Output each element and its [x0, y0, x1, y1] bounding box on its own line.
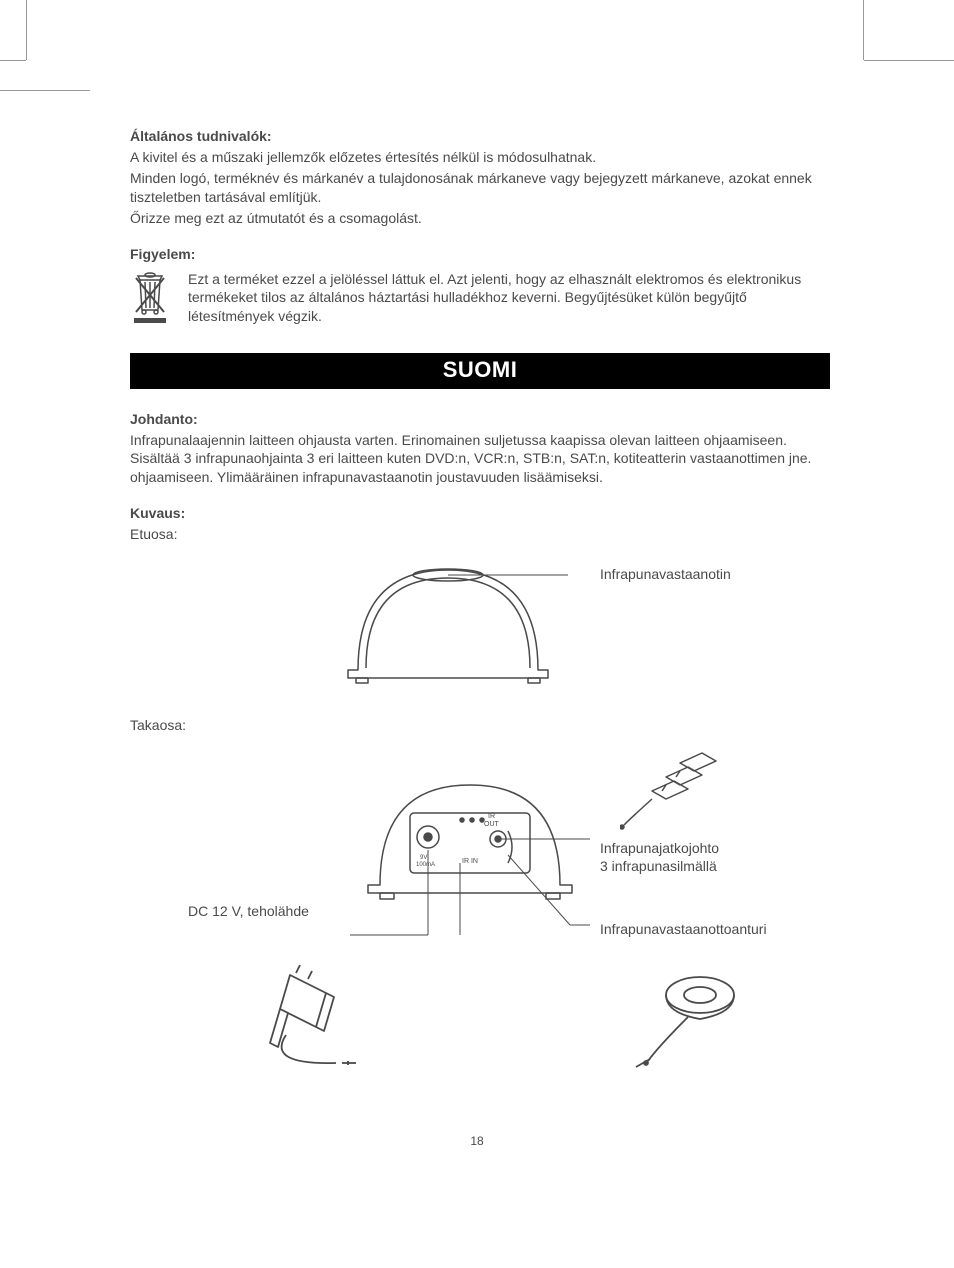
crop-mark — [863, 0, 864, 60]
intro-text: Infrapunalaajennin laitteen ohjausta var… — [130, 431, 830, 488]
ir-sensor-icon — [630, 965, 770, 1085]
page-content: Általános tudnivalók: A kivitel és a műs… — [130, 128, 830, 1135]
crop-mark — [0, 90, 90, 91]
label-ir-sensor: Infrapunavastaanottoanturi — [600, 921, 767, 937]
section-intro: Johdanto: Infrapunalaajennin laitteen oh… — [130, 411, 830, 488]
device-front-icon — [328, 550, 568, 700]
heading-desc: Kuvaus: — [130, 505, 830, 521]
label-ir-cable: Infrapunajatkojohto 3 infrapunasilmällä — [600, 839, 719, 875]
crop-mark — [26, 0, 27, 60]
general-p3: Őrizze meg ezt az útmutatót és a csomago… — [130, 209, 830, 228]
diagram-front: Infrapunavastaanotin — [130, 550, 830, 710]
diagram-rear: IR OUT IR IN 9V 100mA — [130, 745, 830, 1135]
port-power-2: 100mA — [416, 862, 435, 868]
port-ir-out-1: IR — [488, 813, 495, 820]
rear-label: Takaosa: — [130, 716, 830, 735]
front-label: Etuosa: — [130, 525, 830, 544]
crop-mark — [864, 60, 954, 61]
page-number: 18 — [0, 1134, 954, 1148]
device-rear-icon: IR OUT IR IN 9V 100mA — [350, 765, 590, 965]
general-p1: A kivitel és a műszaki jellemzők előzete… — [130, 148, 830, 167]
port-ir-in: IR IN — [462, 858, 478, 865]
heading-intro: Johdanto: — [130, 411, 830, 427]
ir-emitters-icon — [620, 745, 740, 835]
crop-mark — [0, 60, 26, 61]
port-power-1: 9V — [420, 855, 427, 861]
label-ir-cable-l1: Infrapunajatkojohto — [600, 839, 719, 857]
language-bar: SUOMI — [130, 353, 830, 389]
section-general: Általános tudnivalók: A kivitel és a műs… — [130, 128, 830, 228]
heading-general: Általános tudnivalók: — [130, 128, 830, 144]
weee-text: Ezt a terméket ezzel a jelöléssel láttuk… — [188, 270, 830, 327]
label-dc-power: DC 12 V, teholähde — [188, 903, 309, 919]
section-attention: Figyelem: — [130, 246, 830, 327]
label-ir-cable-l2: 3 infrapunasilmällä — [600, 857, 719, 875]
weee-bin-icon — [130, 270, 170, 327]
port-ir-out-2: OUT — [484, 821, 500, 828]
label-ir-receiver: Infrapunavastaanotin — [600, 566, 731, 582]
general-p2: Minden logó, terméknév és márkanév a tul… — [130, 169, 830, 207]
heading-attention: Figyelem: — [130, 246, 830, 262]
power-adapter-icon — [250, 965, 390, 1085]
